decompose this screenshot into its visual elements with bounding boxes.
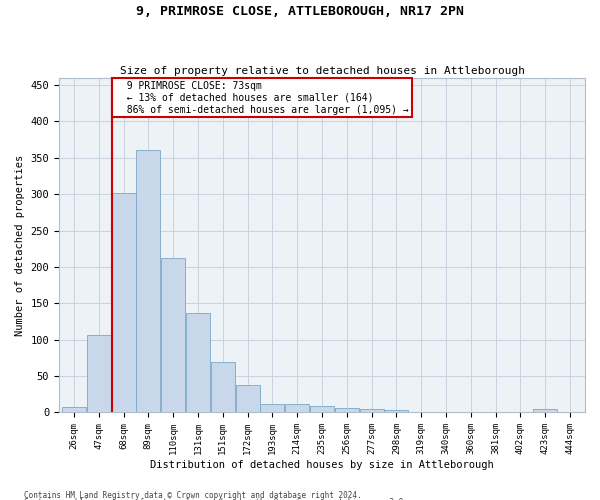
Bar — [260, 404, 284, 412]
Bar — [236, 385, 260, 412]
Bar — [86, 334, 111, 412]
Bar — [359, 409, 383, 412]
Bar — [186, 314, 210, 412]
Y-axis label: Number of detached properties: Number of detached properties — [15, 154, 25, 336]
Bar — [533, 409, 557, 412]
Bar — [285, 404, 309, 412]
Bar — [62, 406, 86, 412]
Bar — [335, 408, 359, 412]
Text: Contains public sector information licensed under the Open Government Licence v3: Contains public sector information licen… — [24, 498, 408, 500]
X-axis label: Distribution of detached houses by size in Attleborough: Distribution of detached houses by size … — [150, 460, 494, 470]
Text: 9, PRIMROSE CLOSE, ATTLEBOROUGH, NR17 2PN: 9, PRIMROSE CLOSE, ATTLEBOROUGH, NR17 2P… — [136, 5, 464, 18]
Bar — [136, 150, 160, 412]
Bar — [385, 410, 409, 412]
Bar — [112, 192, 136, 412]
Bar — [161, 258, 185, 412]
Bar — [211, 362, 235, 412]
Text: 9 PRIMROSE CLOSE: 73sqm
  ← 13% of detached houses are smaller (164)
  86% of se: 9 PRIMROSE CLOSE: 73sqm ← 13% of detache… — [115, 82, 409, 114]
Title: Size of property relative to detached houses in Attleborough: Size of property relative to detached ho… — [119, 66, 524, 76]
Text: Contains HM Land Registry data © Crown copyright and database right 2024.: Contains HM Land Registry data © Crown c… — [24, 490, 362, 500]
Bar — [310, 406, 334, 412]
